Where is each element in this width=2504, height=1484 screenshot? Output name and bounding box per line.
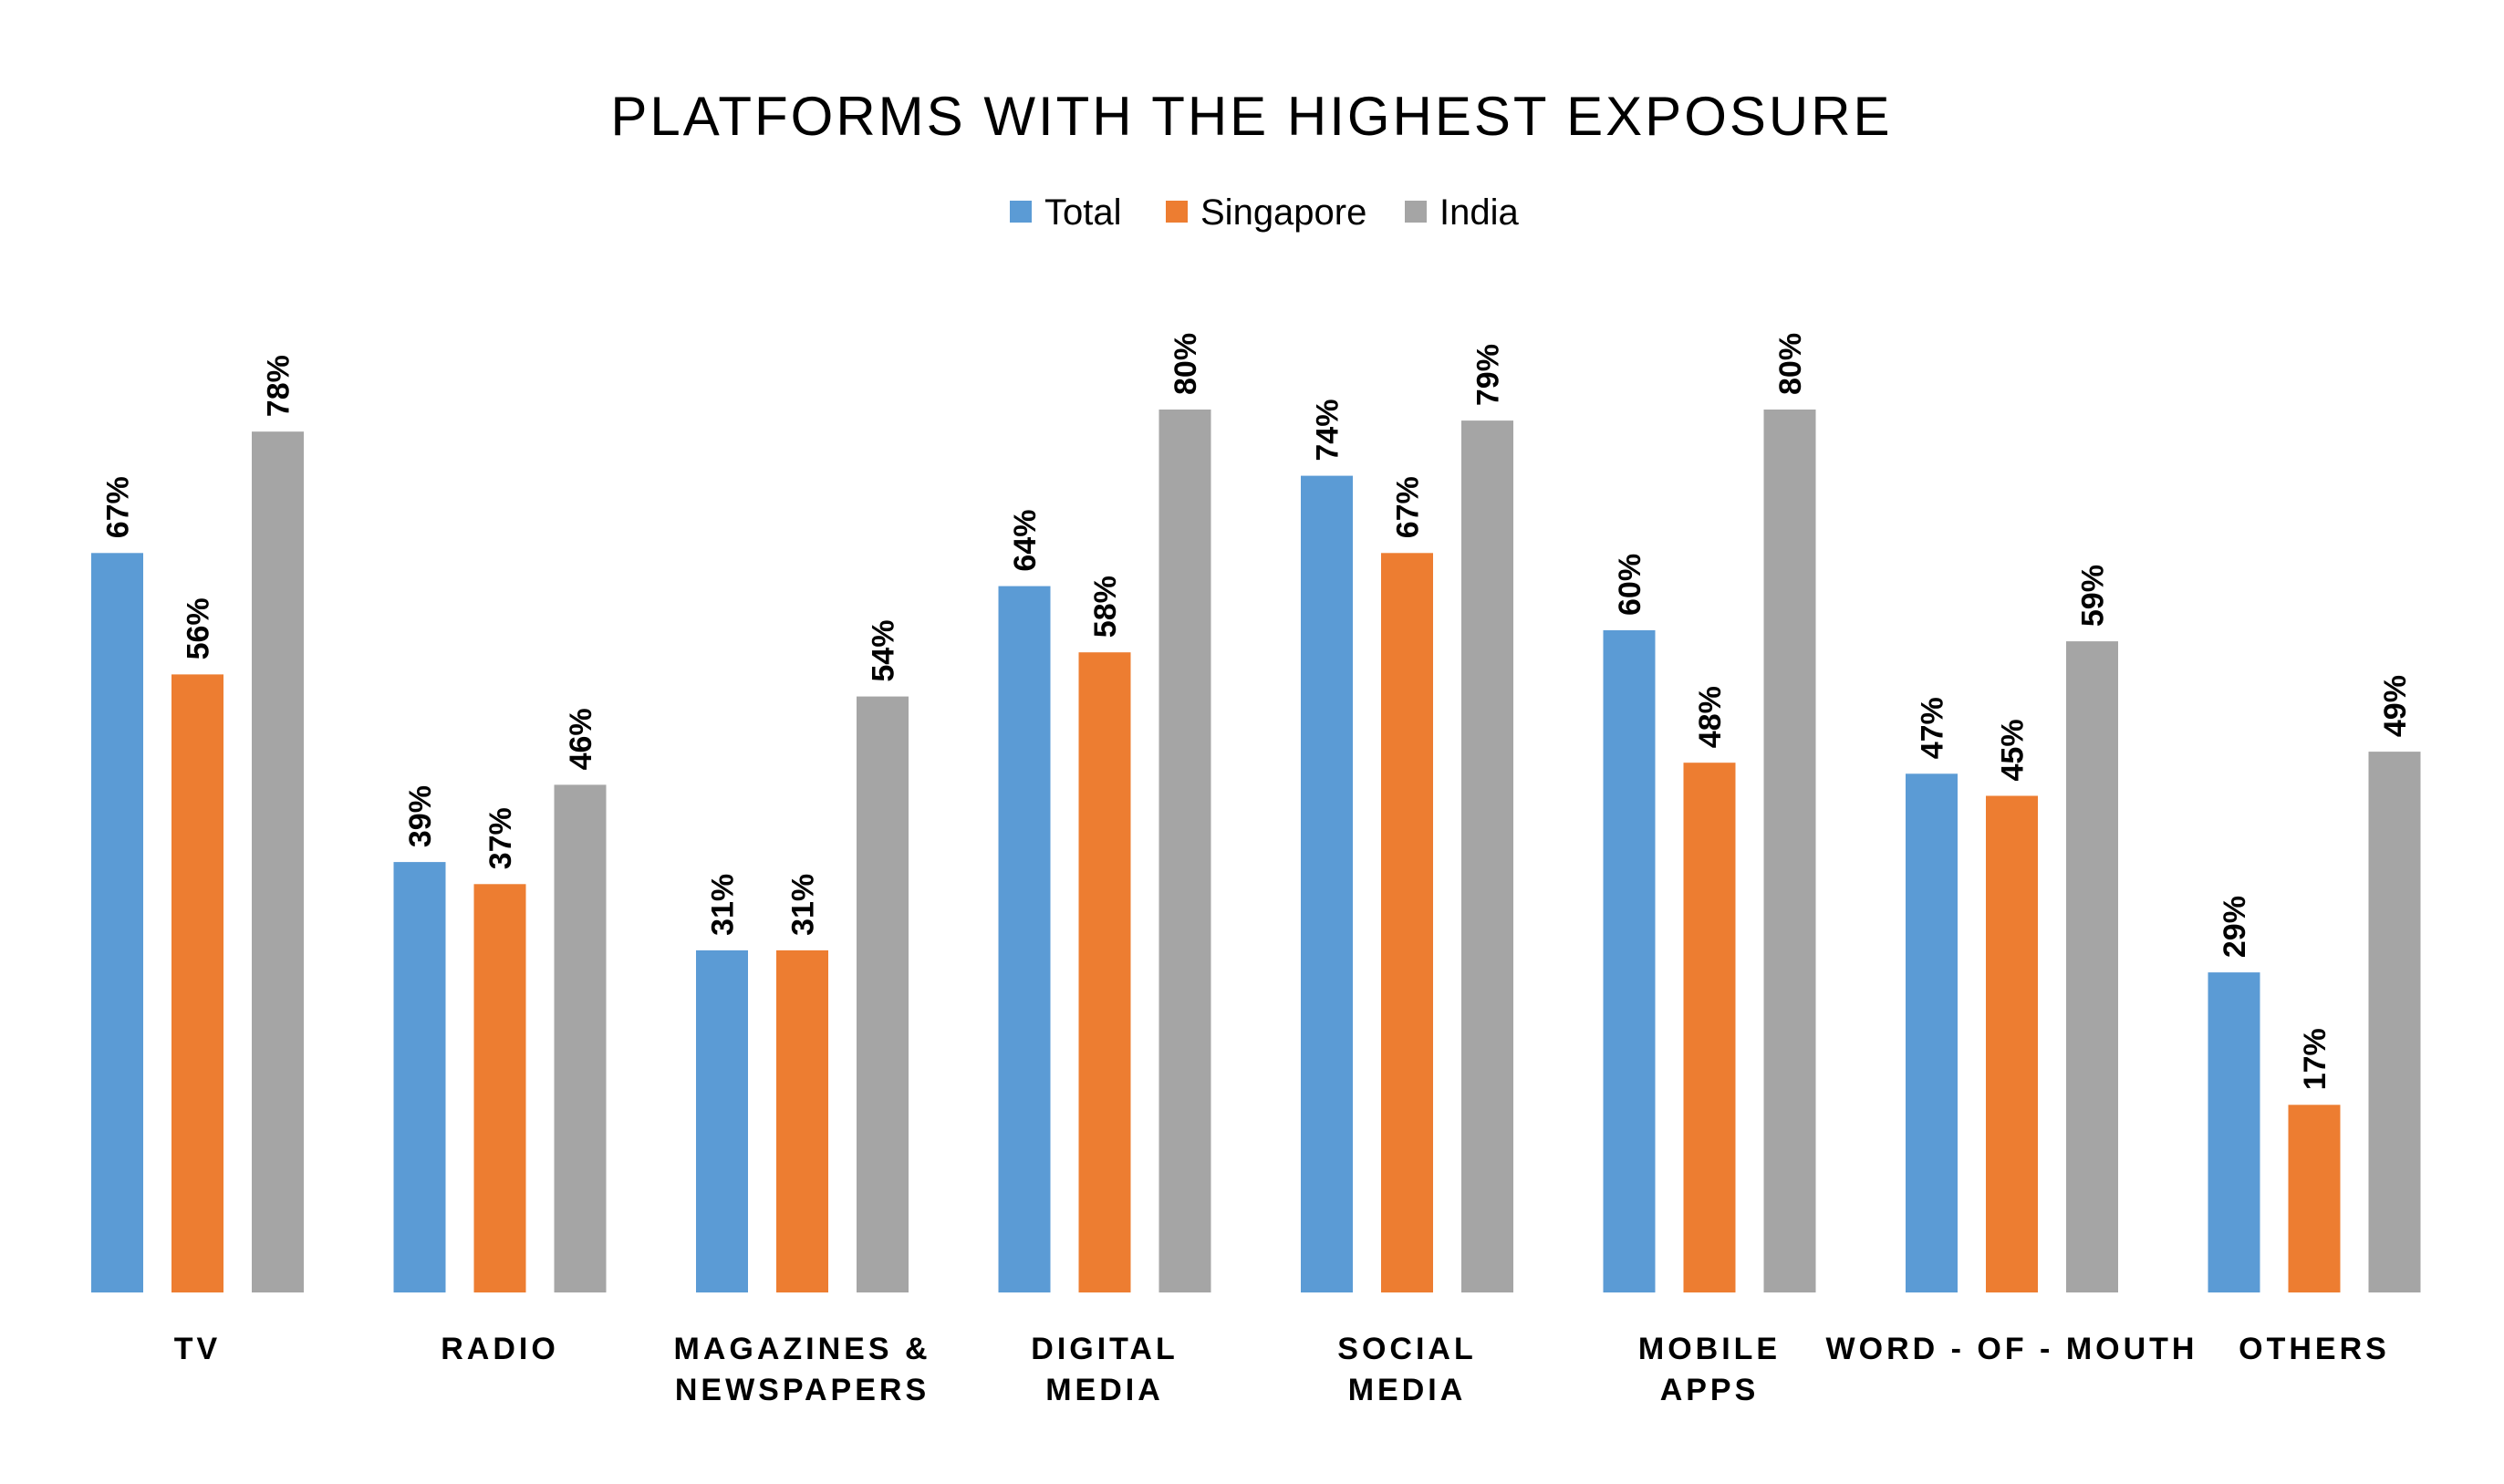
data-label-total-3: 64% [1008, 510, 1043, 572]
data-label-india-0: 78% [262, 355, 296, 417]
data-label-singapore-6: 45% [1996, 719, 2031, 781]
data-label-singapore-7: 17% [2298, 1028, 2333, 1090]
bar-singapore-4 [1381, 553, 1433, 1292]
legend-swatch-india [1405, 201, 1427, 223]
data-label-total-6: 47% [1916, 697, 1950, 759]
data-label-total-7: 29% [2218, 896, 2252, 958]
bar-singapore-5 [1683, 763, 1736, 1292]
bar-total-2 [696, 950, 748, 1292]
data-label-singapore-2: 31% [786, 874, 821, 936]
category-label-4-line-0: SOCIAL [1337, 1332, 1476, 1366]
data-label-total-5: 60% [1613, 554, 1647, 616]
data-label-india-5: 80% [1773, 333, 1808, 395]
category-label-6: WORD - OF - MOUTH [1826, 1332, 2198, 1366]
bar-india-5 [1763, 410, 1816, 1292]
category-label-3-line-0: DIGITAL [1031, 1332, 1178, 1366]
category-label-1: RADIO [441, 1332, 559, 1366]
category-label-3-line-1: MEDIA [1045, 1373, 1164, 1407]
bar-india-4 [1461, 420, 1513, 1293]
chart-title: PLATFORMS WITH THE HIGHEST EXPOSURE [610, 86, 1892, 147]
data-label-india-4: 79% [1471, 344, 1506, 406]
data-label-india-3: 80% [1169, 333, 1203, 395]
data-label-india-2: 54% [867, 620, 901, 682]
category-label-5-line-1: APPS [1660, 1373, 1760, 1407]
bar-total-4 [1301, 475, 1353, 1292]
bar-singapore-6 [1986, 795, 2038, 1292]
data-label-total-2: 31% [706, 874, 741, 936]
category-label-7: OTHERS [2239, 1332, 2390, 1366]
data-label-singapore-5: 48% [1693, 686, 1728, 748]
bar-total-1 [393, 862, 446, 1292]
legend-label-total: Total [1044, 192, 1122, 233]
data-label-singapore-3: 58% [1088, 576, 1123, 638]
data-label-singapore-4: 67% [1391, 476, 1426, 538]
bar-singapore-3 [1078, 652, 1131, 1292]
data-label-india-6: 59% [2076, 565, 2111, 627]
data-label-total-1: 39% [403, 785, 438, 847]
bar-singapore-2 [776, 950, 828, 1292]
data-label-india-7: 49% [2378, 675, 2413, 737]
legend: Total Singapore India [1010, 192, 1519, 233]
legend-label-india: India [1439, 192, 1519, 233]
bar-total-7 [2208, 972, 2260, 1292]
bar-singapore-1 [473, 884, 526, 1292]
bar-india-1 [554, 784, 607, 1292]
category-label-4-line-1: MEDIA [1348, 1373, 1467, 1407]
bar-india-3 [1158, 410, 1211, 1292]
data-label-total-0: 67% [101, 476, 136, 538]
bar-total-6 [1906, 773, 1958, 1292]
bar-singapore-0 [171, 674, 223, 1292]
category-labels-group: TV RADIO MAGAZINES & NEWSPAPERS DIGITAL MEDIA… [174, 1332, 2390, 1407]
bar-india-7 [2368, 752, 2421, 1292]
data-labels-group: 67% 56% 78% 39% 37% 46% 31% 31% 54% 64% 58% 80% 74% 6… [101, 333, 2414, 1090]
legend-swatch-total [1010, 201, 1032, 223]
bar-total-0 [91, 553, 143, 1292]
legend-swatch-singapore [1166, 201, 1188, 223]
bar-singapore-7 [2288, 1105, 2341, 1292]
bar-india-2 [857, 696, 909, 1292]
data-label-india-1: 46% [564, 708, 598, 770]
bar-total-3 [998, 586, 1051, 1292]
bar-india-6 [2066, 641, 2118, 1292]
category-label-2-line-0: MAGAZINES & [674, 1332, 931, 1366]
data-label-singapore-0: 56% [182, 597, 216, 659]
category-label-5-line-0: MOBILE [1638, 1332, 1781, 1366]
bar-total-5 [1603, 630, 1656, 1292]
data-label-singapore-1: 37% [483, 807, 518, 869]
data-label-total-4: 74% [1311, 400, 1346, 462]
category-label-2-line-1: NEWSPAPERS [675, 1373, 930, 1407]
bars-group [91, 410, 2421, 1293]
category-label-0: TV [174, 1332, 221, 1366]
bar-india-0 [252, 431, 304, 1292]
legend-label-singapore: Singapore [1200, 192, 1366, 233]
